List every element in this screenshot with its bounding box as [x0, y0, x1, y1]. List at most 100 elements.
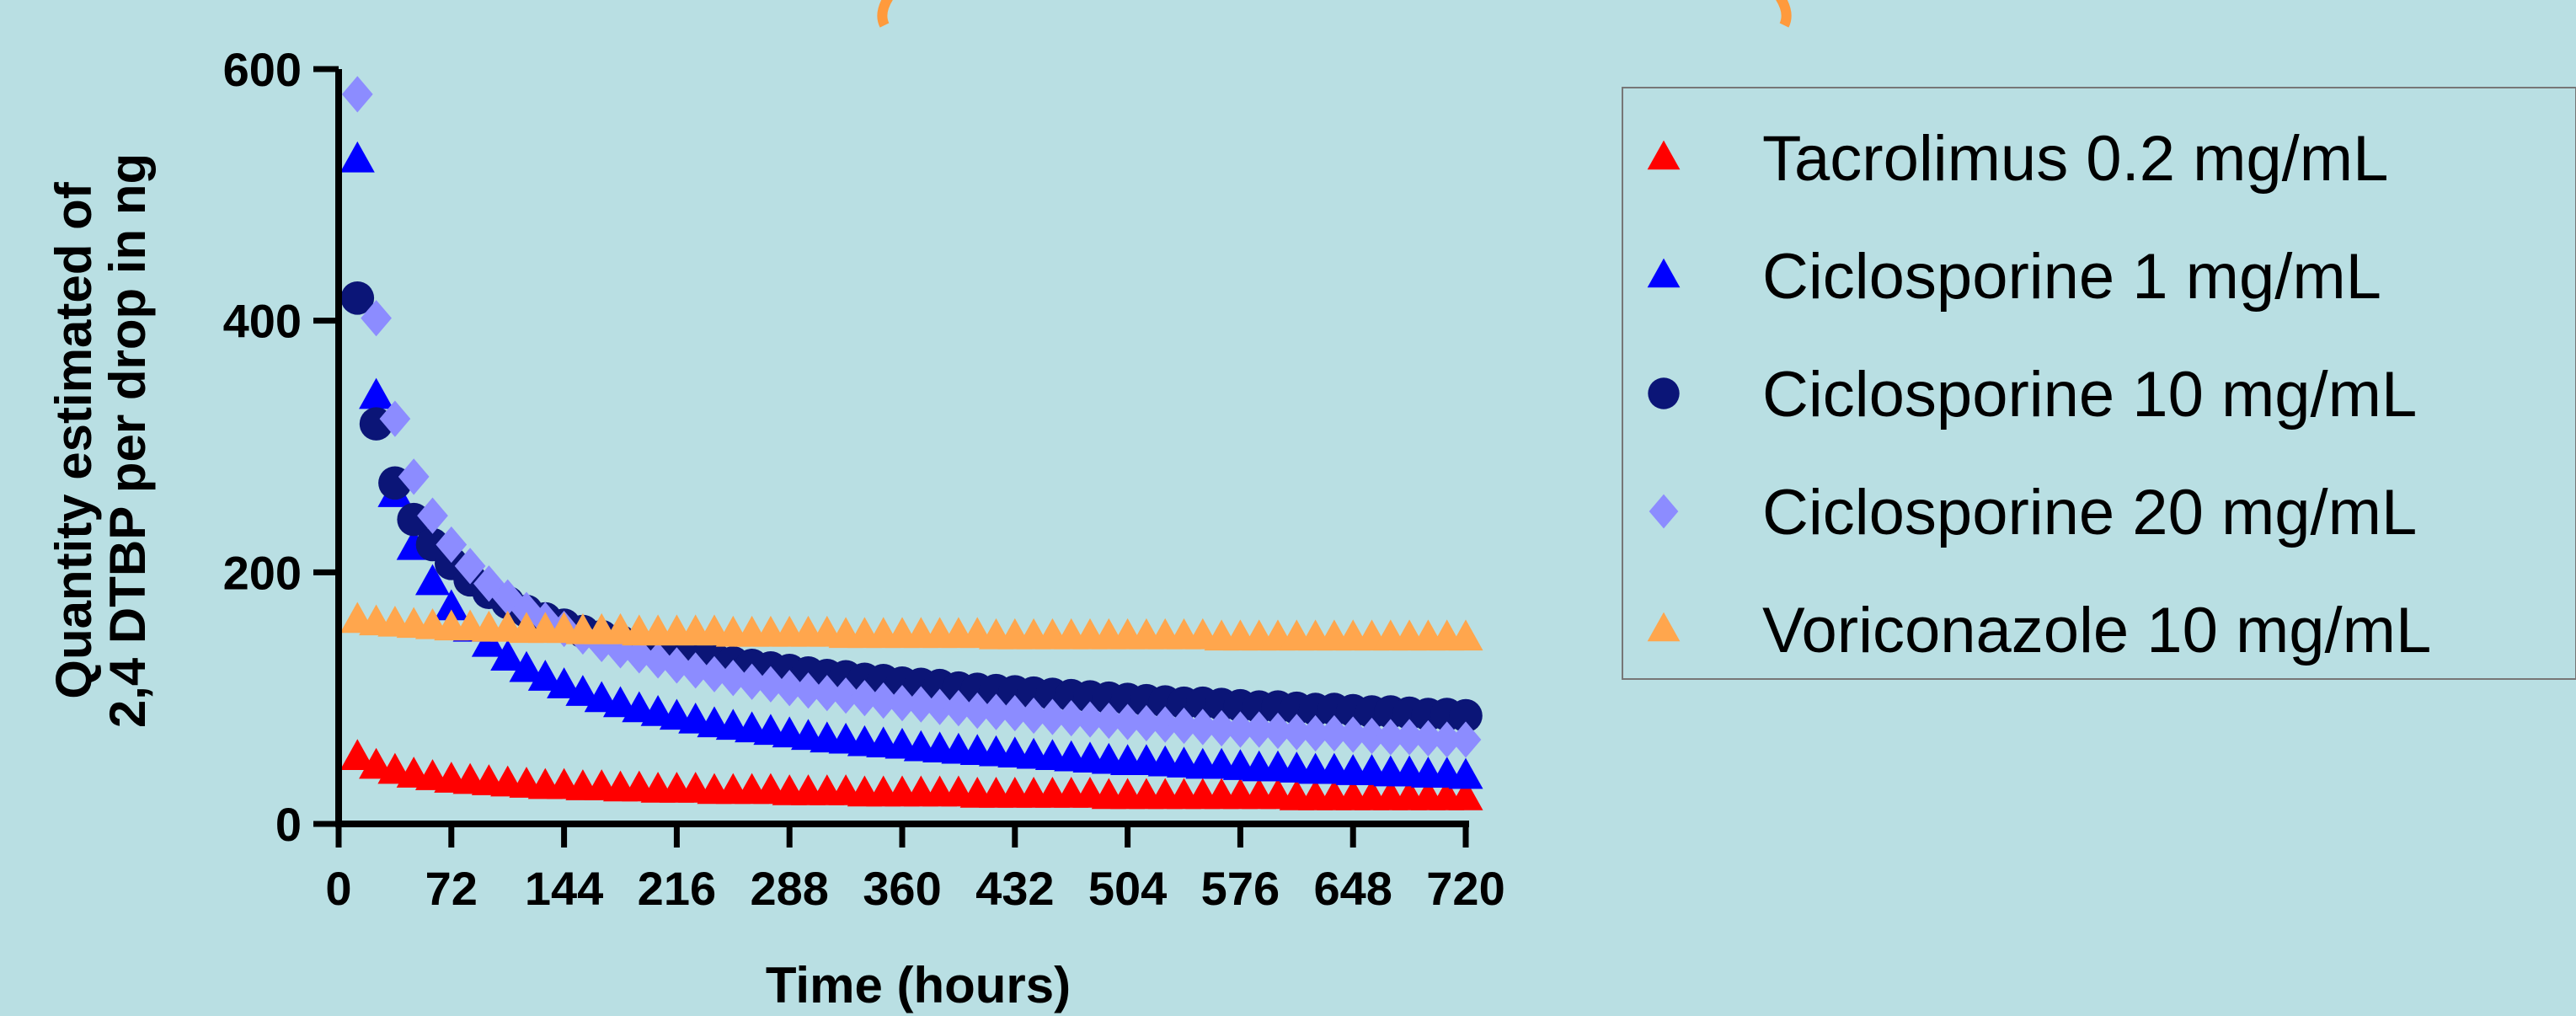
x-tick-label: 72 — [425, 862, 478, 915]
legend-marker — [1649, 494, 1679, 529]
x-tick-label: 720 — [1426, 862, 1504, 915]
y-axis-title-line-1: Quantity estimated of — [45, 181, 102, 698]
legend-marker — [1647, 140, 1681, 170]
data-point — [398, 458, 430, 495]
cropped-title-fragment-right — [1776, 0, 1792, 28]
data-point — [1187, 709, 1219, 746]
legend-box — [1622, 87, 2576, 680]
cropped-title-fragment-left — [877, 0, 893, 28]
y-tick-label: 0 — [275, 798, 302, 851]
data-point — [1393, 719, 1425, 756]
series-3 — [341, 76, 1482, 758]
data-point — [1262, 712, 1294, 750]
data-point — [1018, 697, 1050, 735]
x-tick-label: 144 — [525, 862, 603, 915]
data-point — [1112, 703, 1143, 741]
y-axis-title: Quantity estimated of 2,4 DTBP per drop … — [45, 153, 156, 728]
data-point — [414, 564, 451, 596]
data-point — [773, 670, 805, 707]
data-point — [359, 377, 394, 409]
data-point — [547, 667, 582, 698]
x-tick-label: 432 — [975, 862, 1054, 915]
legend: Tacrolimus 0.2 mg/mL Ciclosporine 1 mg/mL… — [1622, 87, 2576, 680]
legend-label: Voriconazole 10 mg/mL — [1762, 595, 2431, 666]
plot-area: 0 72 144 216 288 360 432 504 576 648 720 0 200 400 600 — [223, 43, 1505, 915]
data-point — [1448, 779, 1483, 810]
data-point — [1130, 704, 1162, 742]
data-point — [736, 663, 767, 700]
data-point — [1037, 698, 1068, 735]
legend-marker — [1648, 377, 1680, 409]
legend-marker — [1647, 612, 1681, 642]
data-point — [417, 497, 448, 534]
data-point — [698, 655, 730, 692]
data-point — [905, 686, 937, 723]
data-point — [527, 660, 563, 691]
data-point — [1093, 702, 1125, 740]
data-point — [339, 739, 375, 770]
series-1 — [339, 141, 1483, 789]
data-point — [1449, 698, 1483, 733]
data-point — [436, 526, 468, 564]
y-tick-label: 400 — [223, 295, 302, 348]
data-point — [1243, 711, 1275, 748]
data-point — [379, 400, 411, 437]
data-point — [1149, 706, 1181, 743]
data-point — [849, 680, 880, 717]
data-point — [1450, 721, 1482, 758]
y-tick-label: 200 — [223, 546, 302, 599]
x-tick-label: 216 — [638, 862, 716, 915]
data-point — [1448, 619, 1483, 651]
data-point — [924, 688, 955, 725]
x-tick-label: 648 — [1313, 862, 1392, 915]
legend-label: Ciclosporine 1 mg/mL — [1762, 241, 2381, 313]
data-point — [1337, 716, 1369, 753]
data-point — [565, 675, 601, 706]
data-point — [1375, 719, 1407, 756]
x-tick-label: 0 — [325, 862, 351, 915]
data-point — [1356, 717, 1387, 755]
data-point — [755, 666, 787, 703]
y-axis-title-line-2: 2,4 DTBP per drop in ng — [99, 153, 156, 728]
data-point — [1413, 719, 1444, 757]
data-point — [793, 672, 824, 709]
data-point — [339, 141, 375, 173]
data-point — [1448, 757, 1483, 789]
x-tick-label: 360 — [863, 862, 941, 915]
x-axis-title: Time (hours) — [766, 957, 1071, 1013]
y-tick-label: 600 — [223, 43, 302, 96]
data-point — [642, 642, 674, 679]
data-point — [680, 652, 712, 689]
data-point — [1205, 709, 1237, 747]
x-tick-label: 576 — [1201, 862, 1280, 915]
data-point — [981, 693, 1012, 730]
legend-label: Tacrolimus 0.2 mg/mL — [1762, 123, 2388, 195]
data-point — [961, 692, 993, 730]
data-point — [454, 548, 486, 585]
data-point — [490, 639, 526, 671]
data-point — [886, 685, 918, 722]
series-4 — [339, 602, 1483, 651]
data-point — [1280, 714, 1312, 751]
data-point — [1431, 721, 1463, 758]
data-point — [340, 281, 375, 315]
data-point — [1074, 701, 1106, 738]
data-point — [623, 637, 655, 674]
x-tick-label: 504 — [1088, 862, 1167, 915]
data-point — [473, 565, 505, 602]
legend-label: Ciclosporine 10 mg/mL — [1762, 359, 2417, 430]
data-point — [1056, 699, 1088, 737]
data-point — [717, 660, 749, 697]
data-point — [434, 589, 469, 621]
data-point — [999, 694, 1031, 732]
data-point — [830, 677, 862, 714]
legend-marker — [1647, 258, 1681, 288]
data-point — [943, 690, 975, 727]
data-point — [811, 675, 843, 712]
data-point — [1168, 707, 1200, 745]
data-point — [361, 300, 392, 337]
legend-label: Ciclosporine 20 mg/mL — [1762, 477, 2417, 548]
data-point — [509, 650, 544, 682]
data-point — [1225, 711, 1256, 748]
